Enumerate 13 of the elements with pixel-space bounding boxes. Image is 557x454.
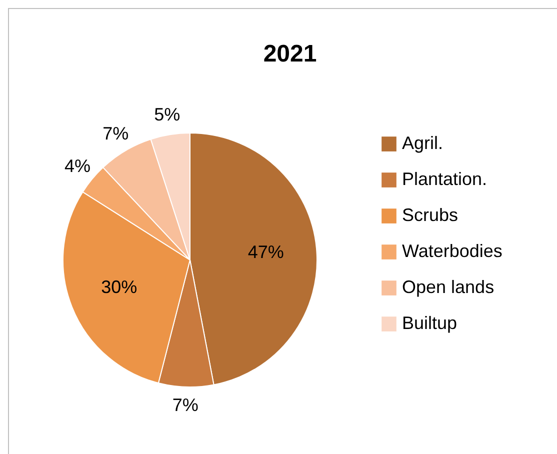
legend-label: Plantation. (402, 169, 488, 189)
data-label: 4% (64, 156, 90, 176)
legend-label: Open lands (402, 277, 494, 297)
data-label: 30% (101, 277, 138, 298)
chart-title: 2021 (263, 40, 317, 68)
data-label: 47% (248, 242, 284, 262)
legend-label: Waterbodies (402, 241, 502, 261)
data-label: 5% (154, 104, 180, 125)
legend-label: Agril. (402, 133, 444, 153)
data-label: 7% (102, 123, 129, 144)
data-label: 7% (172, 394, 198, 415)
legend-label: Builtup (402, 313, 458, 333)
legend-label: Scrubs (402, 205, 458, 225)
